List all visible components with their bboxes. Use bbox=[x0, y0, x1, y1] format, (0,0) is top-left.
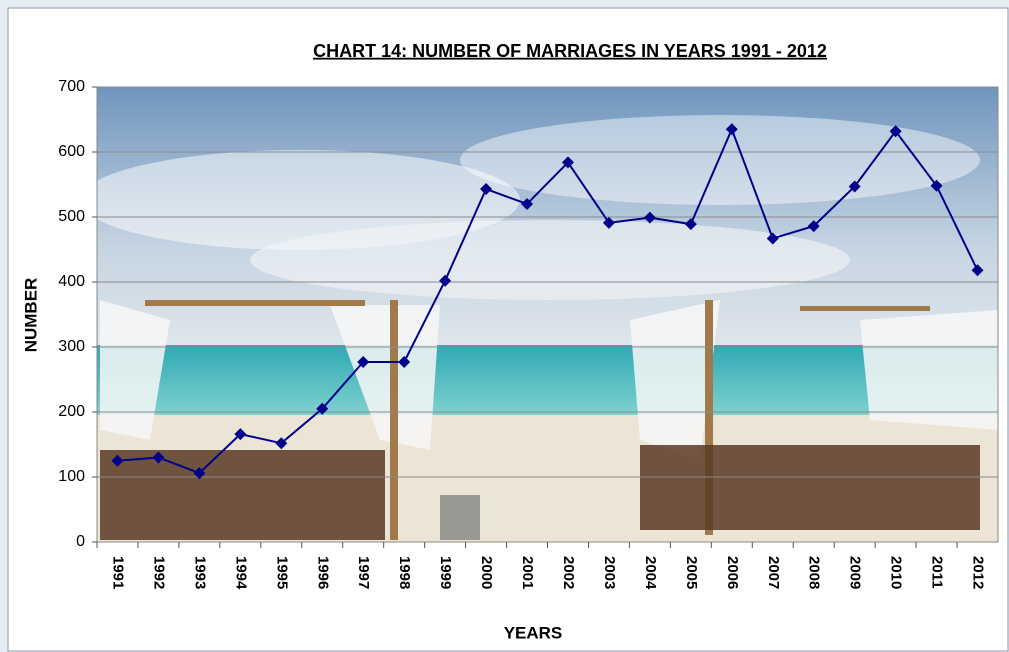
data-marker bbox=[725, 123, 738, 136]
y-tick-label: 100 bbox=[58, 468, 85, 485]
x-tick-label: 1993 bbox=[191, 556, 208, 589]
x-tick-label: 1994 bbox=[232, 556, 249, 590]
data-marker bbox=[561, 156, 574, 169]
x-tick-label: 1997 bbox=[355, 556, 372, 589]
y-tick-label: 400 bbox=[58, 273, 85, 290]
x-tick-label: 2006 bbox=[724, 556, 741, 589]
data-marker bbox=[275, 437, 288, 450]
background-photo bbox=[80, 87, 998, 542]
data-marker bbox=[930, 179, 943, 192]
data-marker bbox=[889, 125, 902, 138]
x-tick-label: 1996 bbox=[314, 556, 331, 589]
x-axis-title: YEARS bbox=[504, 623, 563, 642]
y-axis-title: NUMBER bbox=[21, 278, 40, 353]
x-tick-label: 2000 bbox=[478, 556, 495, 589]
data-marker bbox=[193, 467, 206, 480]
data-marker bbox=[848, 180, 861, 193]
data-line bbox=[117, 126, 979, 475]
x-tick-label: 2011 bbox=[929, 556, 946, 589]
data-marker bbox=[234, 428, 247, 441]
chart-title: CHART 14: NUMBER OF MARRIAGES IN YEARS 1… bbox=[313, 41, 827, 61]
data-marker bbox=[766, 232, 779, 245]
data-marker bbox=[152, 451, 165, 464]
x-tick-label: 1995 bbox=[273, 556, 290, 589]
data-marker bbox=[684, 218, 697, 231]
y-tick-label: 500 bbox=[58, 208, 85, 225]
x-tick-label: 2001 bbox=[519, 556, 536, 589]
x-tick-label: 2002 bbox=[560, 556, 577, 589]
data-marker bbox=[316, 402, 329, 415]
x-tick-label: 1998 bbox=[396, 556, 413, 589]
data-marker bbox=[807, 220, 820, 233]
x-tick-label: 2009 bbox=[847, 556, 864, 589]
data-marker bbox=[398, 355, 411, 368]
data-marker bbox=[480, 183, 493, 196]
y-tick-label: 300 bbox=[58, 338, 85, 355]
data-marker bbox=[602, 216, 615, 229]
data-marker bbox=[521, 198, 534, 210]
x-tick-label: 2008 bbox=[806, 556, 823, 589]
y-tick-label: 0 bbox=[76, 533, 85, 550]
x-tick-label: 2012 bbox=[970, 556, 987, 589]
data-marker bbox=[111, 454, 124, 467]
x-tick-label: 2004 bbox=[642, 556, 659, 590]
x-tick-label: 1992 bbox=[150, 556, 167, 589]
x-tick-label: 1999 bbox=[437, 556, 454, 589]
x-tick-label: 2003 bbox=[601, 556, 618, 589]
y-tick-label: 700 bbox=[58, 78, 85, 95]
x-tick-label: 2005 bbox=[683, 556, 700, 589]
x-tick-label: 2010 bbox=[888, 556, 905, 589]
x-tick-label: 2007 bbox=[765, 556, 782, 589]
data-marker bbox=[643, 211, 656, 224]
y-tick-label: 200 bbox=[58, 403, 85, 420]
data-marker bbox=[971, 264, 984, 277]
y-tick-label: 600 bbox=[58, 143, 85, 160]
data-marker bbox=[357, 355, 370, 368]
x-tick-label: 1991 bbox=[110, 556, 127, 589]
data-marker bbox=[439, 274, 452, 287]
